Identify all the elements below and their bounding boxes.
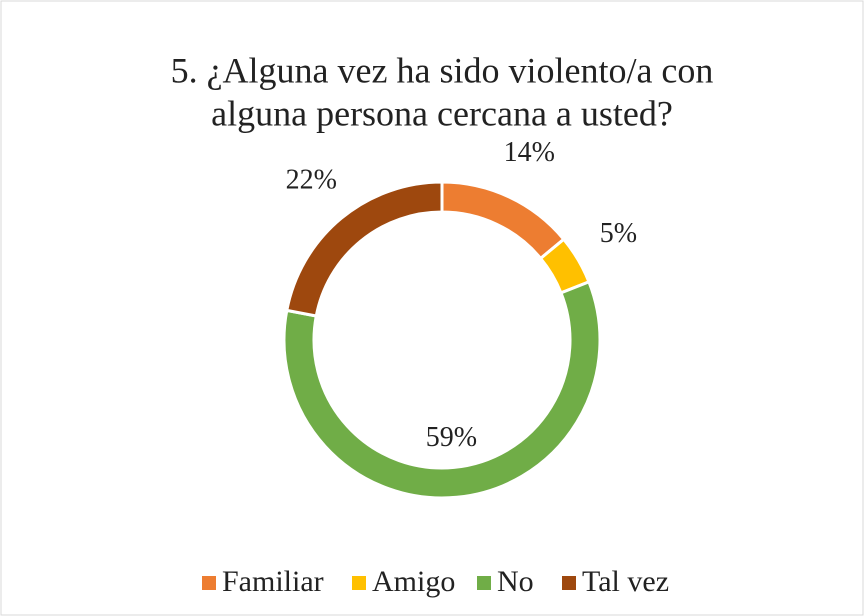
donut-segment	[282, 279, 602, 500]
data-label: 5%	[600, 218, 637, 249]
chart-title: 5. ¿Alguna vez ha sido violento/a con	[171, 50, 714, 90]
data-label: 59%	[426, 422, 477, 453]
chart-title: alguna persona cercana a usted?	[211, 93, 673, 133]
legend-swatch	[562, 576, 576, 590]
legend-swatch	[477, 576, 491, 590]
legend-label: Amigo	[372, 565, 455, 598]
donut-segment	[285, 180, 444, 318]
legend-label: No	[497, 565, 534, 598]
legend-label: Familiar	[222, 565, 324, 598]
legend-swatch	[352, 576, 366, 590]
legend-label: Tal vez	[582, 565, 669, 598]
data-label: 22%	[286, 164, 337, 195]
legend-swatch	[202, 576, 216, 590]
data-label: 14%	[504, 137, 555, 168]
